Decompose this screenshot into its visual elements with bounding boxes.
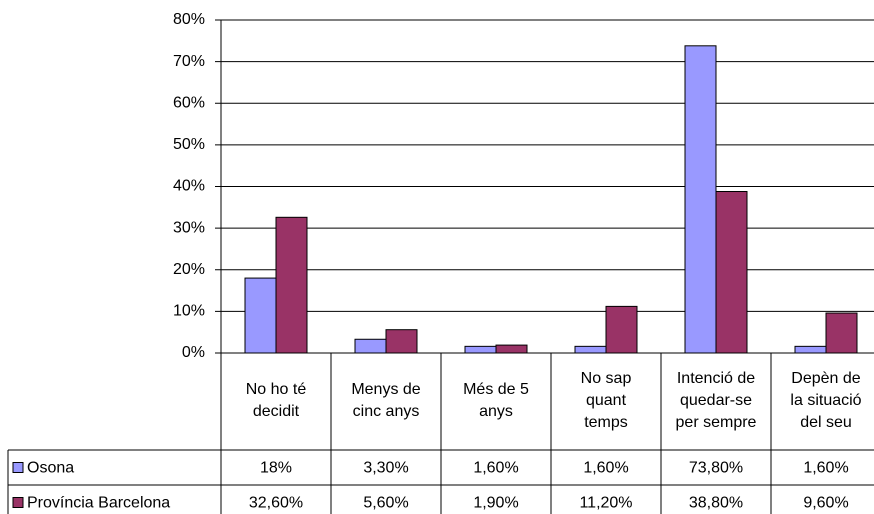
x-tick-label: quedar-se [680, 392, 752, 409]
x-tick-label: quant [586, 392, 627, 409]
legend-swatch [12, 497, 24, 508]
data-label: 9,60% [803, 495, 848, 512]
bar [684, 45, 717, 354]
y-tick-label: 0% [182, 344, 205, 361]
x-tick-label: No sap [581, 370, 632, 387]
data-label: 1,60% [583, 460, 628, 477]
data-label: 38,80% [689, 495, 743, 512]
y-tick-label: 30% [173, 219, 205, 236]
bar [464, 345, 497, 354]
x-tick-label: cinc anys [353, 403, 420, 420]
y-tick-label: 80% [173, 11, 205, 28]
data-label: 3,30% [363, 460, 408, 477]
bar [605, 305, 638, 354]
bar [715, 190, 748, 354]
bar [275, 216, 308, 354]
legend-swatch [12, 462, 24, 473]
legend-label: Osona [27, 460, 74, 477]
bar [825, 312, 858, 354]
bar [244, 277, 277, 354]
x-tick-label: anys [479, 403, 513, 420]
y-tick-label: 50% [173, 136, 205, 153]
x-tick-label: del seu [800, 414, 852, 431]
legend-label: Província Barcelona [27, 495, 170, 512]
x-tick-label: No ho té [246, 381, 307, 398]
data-label: 1,60% [473, 460, 518, 477]
data-label: 5,60% [363, 495, 408, 512]
data-label: 73,80% [689, 460, 743, 477]
y-tick-label: 10% [173, 303, 205, 320]
x-tick-label: Intenció de [677, 370, 755, 387]
data-label: 11,20% [579, 495, 632, 512]
data-label: 18% [260, 460, 292, 477]
x-tick-label: Menys de [351, 381, 420, 398]
data-label: 1,90% [473, 495, 518, 512]
x-tick-label: decidit [253, 403, 300, 420]
y-tick-label: 40% [173, 178, 205, 195]
x-tick-label: la situació [790, 392, 861, 409]
data-label: 1,60% [803, 460, 848, 477]
bar [574, 345, 607, 354]
y-tick-label: 70% [173, 53, 205, 70]
x-tick-label: per sempre [676, 414, 757, 431]
bar [354, 338, 387, 354]
bar [385, 329, 418, 354]
y-tick-label: 60% [173, 94, 205, 111]
bar [794, 345, 827, 354]
x-tick-label: Més de 5 [463, 381, 529, 398]
y-tick-label: 20% [173, 261, 205, 278]
data-label: 32,60% [249, 495, 303, 512]
bar [495, 344, 528, 354]
x-tick-label: temps [584, 414, 628, 431]
x-tick-label: Depèn de [791, 370, 860, 387]
